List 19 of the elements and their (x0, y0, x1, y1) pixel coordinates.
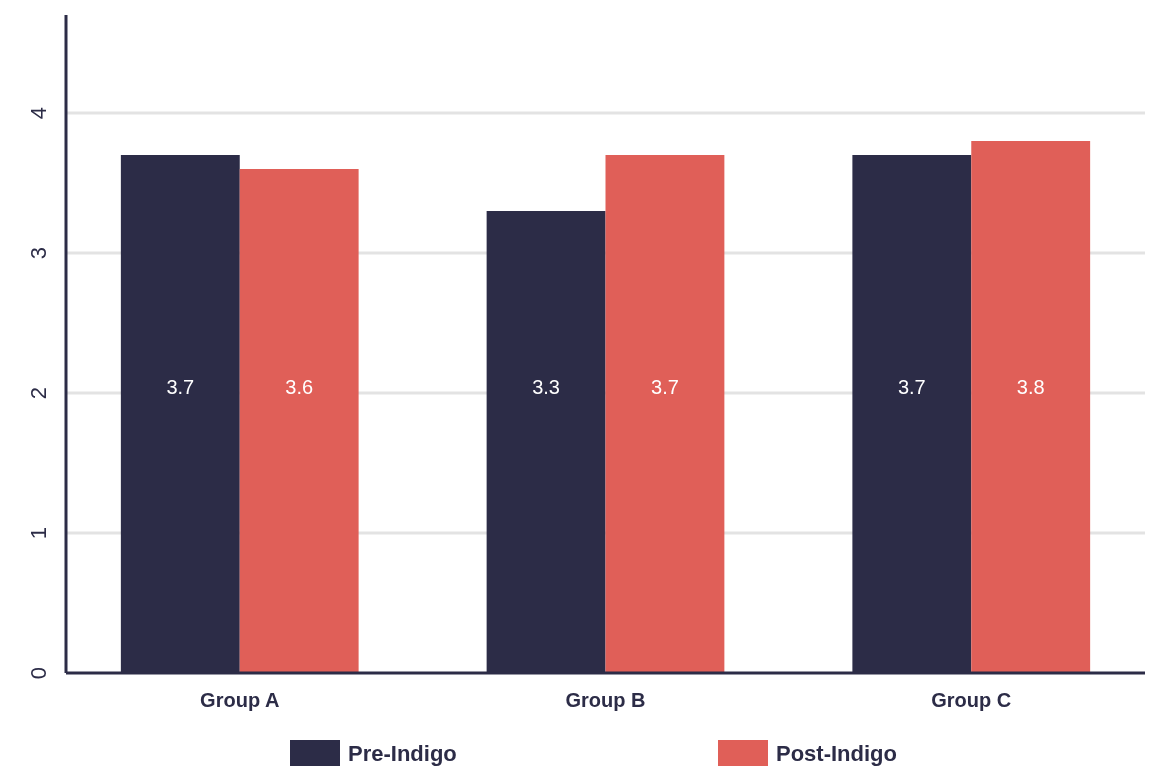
bar (605, 155, 725, 673)
legend-label: Post-Indigo (776, 741, 897, 766)
y-tick-label: 1 (25, 526, 51, 540)
data-label: 3.7 (897, 376, 926, 398)
data-label: 3.3 (532, 376, 560, 398)
y-tick-label: 0 (25, 666, 51, 680)
y-tick-label: 4 (25, 106, 51, 120)
data-label: 3.8 (1016, 376, 1045, 398)
data-label: 3.6 (285, 376, 314, 398)
y-tick-label: 3 (25, 246, 51, 260)
x-tick-label: Group C (931, 689, 1012, 711)
data-label: 3.7 (651, 376, 679, 398)
data-label: 3.7 (166, 376, 195, 398)
legend-label: Pre-Indigo (348, 741, 457, 766)
bar (239, 169, 359, 673)
y-tick-label: 2 (25, 386, 51, 400)
x-tick-label: Group B (565, 689, 646, 711)
x-tick-label: Group A (200, 689, 280, 711)
bar (971, 141, 1091, 673)
